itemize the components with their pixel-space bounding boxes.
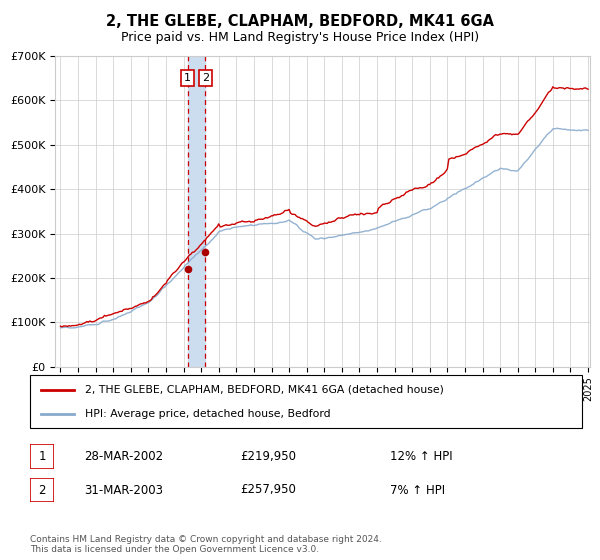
Text: 1: 1	[38, 450, 46, 463]
Text: 31-MAR-2003: 31-MAR-2003	[84, 483, 163, 497]
Text: 2: 2	[38, 483, 46, 497]
FancyBboxPatch shape	[30, 478, 54, 502]
FancyBboxPatch shape	[30, 375, 582, 428]
Text: 7% ↑ HPI: 7% ↑ HPI	[390, 483, 445, 497]
Text: Price paid vs. HM Land Registry's House Price Index (HPI): Price paid vs. HM Land Registry's House …	[121, 31, 479, 44]
Text: HPI: Average price, detached house, Bedford: HPI: Average price, detached house, Bedf…	[85, 409, 331, 419]
Text: 2, THE GLEBE, CLAPHAM, BEDFORD, MK41 6GA (detached house): 2, THE GLEBE, CLAPHAM, BEDFORD, MK41 6GA…	[85, 385, 444, 395]
Text: £219,950: £219,950	[240, 450, 296, 463]
Text: £257,950: £257,950	[240, 483, 296, 497]
Text: 1: 1	[184, 73, 191, 83]
Text: 12% ↑ HPI: 12% ↑ HPI	[390, 450, 452, 463]
FancyBboxPatch shape	[30, 444, 54, 469]
Text: 2, THE GLEBE, CLAPHAM, BEDFORD, MK41 6GA: 2, THE GLEBE, CLAPHAM, BEDFORD, MK41 6GA	[106, 14, 494, 29]
Text: 2: 2	[202, 73, 209, 83]
Text: Contains HM Land Registry data © Crown copyright and database right 2024.
This d: Contains HM Land Registry data © Crown c…	[30, 535, 382, 554]
Text: 28-MAR-2002: 28-MAR-2002	[84, 450, 163, 463]
Bar	[188, 56, 205, 367]
